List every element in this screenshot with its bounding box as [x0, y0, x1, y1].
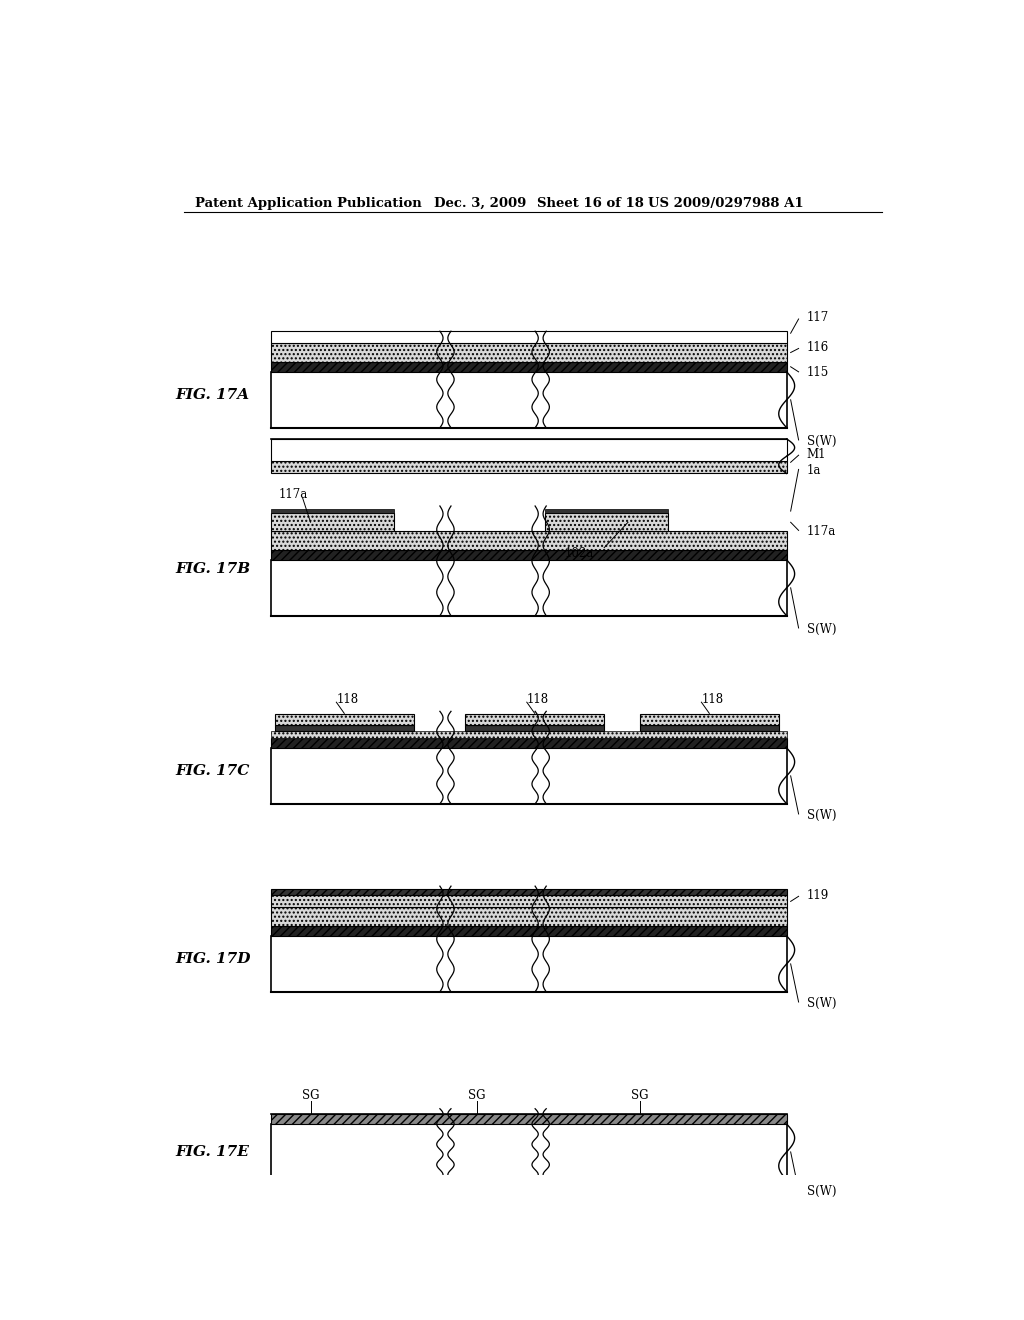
Text: Patent Application Publication: Patent Application Publication — [196, 197, 422, 210]
Bar — [465, 714, 604, 725]
Text: S(W): S(W) — [807, 1184, 836, 1197]
Bar — [270, 513, 394, 532]
Bar — [270, 461, 786, 474]
Bar — [270, 907, 786, 925]
Bar — [270, 748, 786, 804]
Bar — [270, 738, 786, 748]
Text: SG: SG — [302, 1089, 319, 1102]
Bar — [270, 510, 394, 513]
Bar — [270, 343, 786, 362]
Text: 117a: 117a — [279, 488, 308, 502]
Text: FIG. 17C: FIG. 17C — [176, 764, 250, 777]
Text: 1a: 1a — [807, 463, 821, 477]
Text: S(W): S(W) — [807, 623, 836, 635]
Bar — [465, 725, 604, 731]
Text: 118: 118 — [526, 693, 549, 706]
Bar — [545, 510, 668, 513]
Bar — [270, 925, 786, 936]
Text: S(W): S(W) — [807, 434, 836, 447]
Text: SG: SG — [631, 1089, 648, 1102]
Bar — [270, 895, 786, 907]
Text: FIG. 17D: FIG. 17D — [176, 952, 251, 966]
Bar — [270, 731, 786, 738]
Text: 117: 117 — [807, 312, 828, 325]
Text: FIG. 17E: FIG. 17E — [176, 1144, 250, 1159]
Bar — [640, 714, 779, 725]
Text: Sheet 16 of 18: Sheet 16 of 18 — [537, 197, 643, 210]
Bar — [270, 890, 786, 895]
Text: 119: 119 — [807, 888, 828, 902]
Bar — [270, 1114, 786, 1123]
Text: 117a: 117a — [807, 525, 836, 539]
Bar — [270, 1123, 786, 1180]
Text: 115: 115 — [807, 367, 828, 379]
Text: FIG. 17B: FIG. 17B — [176, 561, 251, 576]
Bar — [270, 362, 786, 372]
Text: FIG. 17A: FIG. 17A — [176, 388, 250, 401]
Text: S(W): S(W) — [807, 997, 836, 1010]
Bar — [270, 936, 786, 991]
Text: 116: 116 — [807, 341, 828, 354]
Bar — [274, 714, 414, 725]
Text: SG: SG — [468, 1089, 486, 1102]
Text: M1: M1 — [807, 447, 826, 461]
Text: 118: 118 — [701, 693, 724, 706]
Bar — [270, 532, 786, 549]
Text: Dec. 3, 2009: Dec. 3, 2009 — [433, 197, 526, 210]
Bar — [640, 725, 779, 731]
Bar — [270, 440, 786, 461]
Text: S(W): S(W) — [807, 808, 836, 821]
Bar — [270, 560, 786, 615]
Bar — [270, 331, 786, 343]
Bar — [270, 372, 786, 428]
Text: US 2009/0297988 A1: US 2009/0297988 A1 — [648, 197, 804, 210]
Text: 118: 118 — [336, 693, 358, 706]
Bar — [274, 725, 414, 731]
Bar — [545, 513, 668, 532]
Text: 102a: 102a — [564, 548, 594, 560]
Bar — [270, 549, 786, 560]
